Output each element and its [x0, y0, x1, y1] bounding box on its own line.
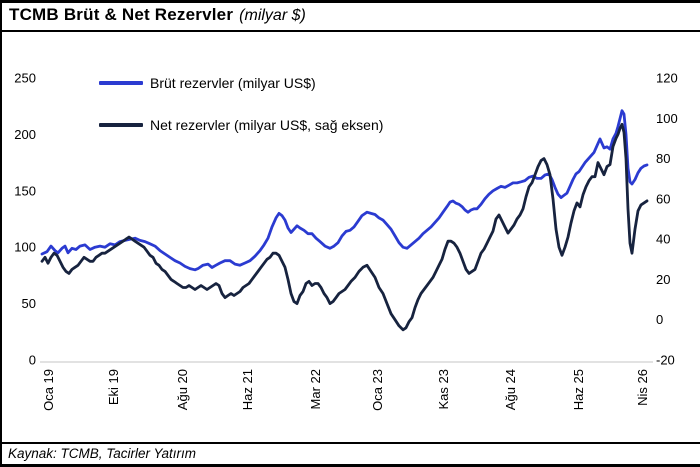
page-title: TCMB Brüt & Net Rezervler: [9, 5, 234, 24]
x-axis-tick-label: Nis 26: [635, 369, 650, 406]
left-axis-tick-label: 200: [14, 127, 36, 142]
title-divider: [0, 30, 700, 32]
x-axis-tick-label: Mar 22: [308, 369, 323, 409]
left-axis-tick-label: 0: [29, 353, 36, 368]
left-border: [0, 0, 2, 467]
right-axis-tick-label: 80: [656, 151, 670, 166]
legend-swatch-net: [99, 123, 143, 127]
x-axis-tick-label: Ağu 20: [175, 369, 190, 410]
x-axis-tick-label: Oca 19: [41, 369, 56, 411]
chart-title-row: TCMB Brüt & Net Rezervler (milyar $): [9, 5, 306, 25]
series-line-brut: [40, 109, 649, 272]
footer-divider: [0, 442, 700, 444]
left-axis-tick-label: 250: [14, 71, 36, 86]
right-axis-tick-label: 100: [656, 111, 678, 126]
x-axis-tick-label: Ağu 24: [503, 369, 518, 410]
top-border: [0, 0, 700, 3]
legend-swatch-brut: [99, 81, 143, 85]
right-axis-tick-label: 0: [656, 312, 663, 327]
bottom-border: [0, 464, 700, 467]
x-axis-tick-label: Kas 23: [436, 369, 451, 409]
left-axis-tick-label: 150: [14, 183, 36, 198]
right-axis-tick-label: -20: [656, 353, 675, 368]
right-axis-tick-label: 120: [656, 71, 678, 86]
page-subtitle: (milyar $): [239, 7, 306, 24]
right-axis-tick-label: 20: [656, 272, 670, 287]
series-line-net: [40, 122, 649, 332]
right-axis-tick-label: 60: [656, 191, 670, 206]
legend-label-net: Net rezervler (milyar US$, sağ eksen): [150, 117, 384, 133]
right-axis-tick-label: 40: [656, 232, 670, 247]
legend-item-net: Net rezervler (milyar US$, sağ eksen): [99, 117, 383, 133]
legend-item-brut: Brüt rezervler (milyar US$): [99, 75, 316, 91]
x-axis-tick-label: Haz 25: [571, 369, 586, 410]
x-axis-tick-label: Haz 21: [240, 369, 255, 410]
left-axis-tick-label: 50: [22, 296, 36, 311]
x-axis-tick-label: Oca 23: [370, 369, 385, 411]
x-axis-tick-label: Eki 19: [106, 369, 121, 405]
source-note: Kaynak: TCMB, Tacirler Yatırım: [8, 446, 197, 461]
left-axis-tick-label: 100: [14, 240, 36, 255]
legend-label-brut: Brüt rezervler (milyar US$): [150, 75, 316, 91]
